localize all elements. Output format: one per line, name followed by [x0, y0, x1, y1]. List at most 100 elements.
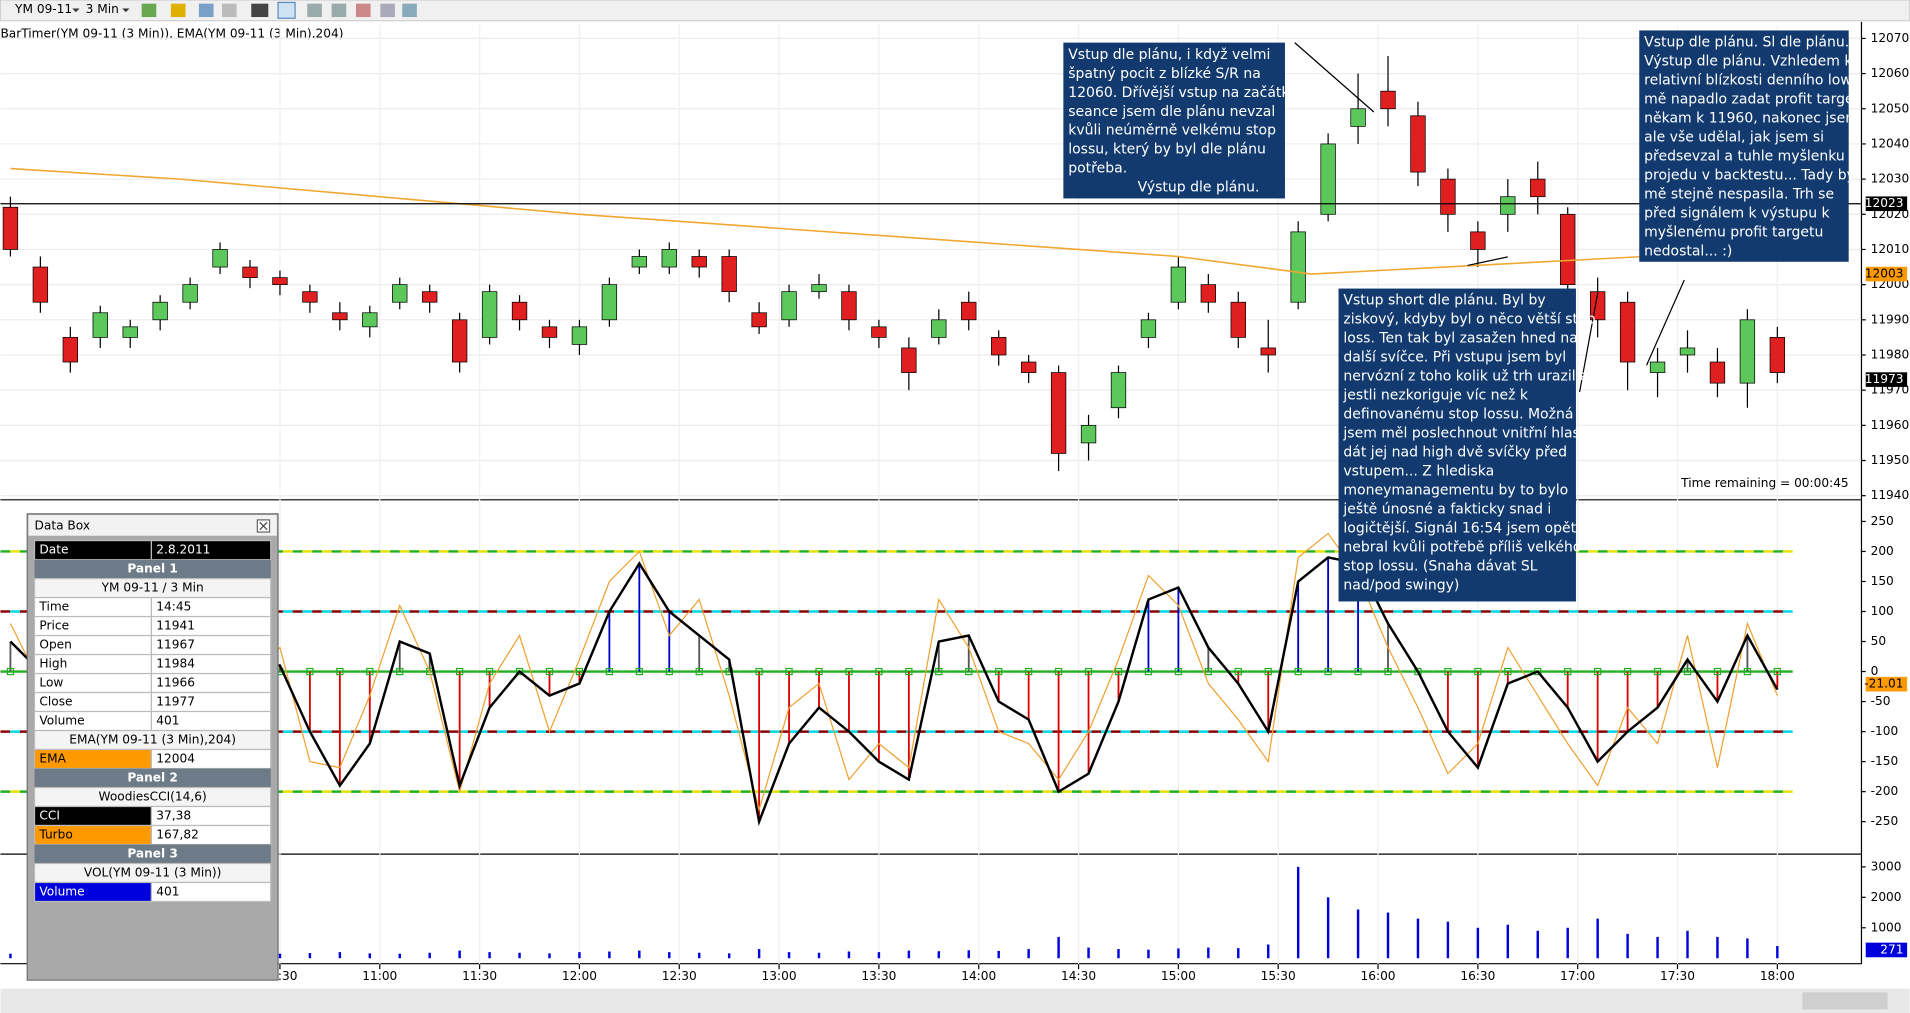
dropdown-arrow[interactable]: [72, 8, 80, 13]
candle-body: [541, 326, 558, 338]
zero-line-square: [1174, 667, 1183, 676]
annotation-text: projedu v backtestu... Tady by: [1644, 168, 1855, 184]
candle-body: [302, 291, 318, 303]
candle-body: [931, 319, 947, 338]
interval-selector[interactable]: 3 Min: [86, 2, 119, 16]
x-tick-label: 17:00: [1560, 969, 1595, 983]
annotation-text: ještě únosné a fakticky snad i: [1342, 502, 1551, 518]
annotation-text: Vstup dle plánu, i když velmi: [1068, 47, 1270, 63]
candle-body: [481, 291, 498, 338]
y-tick-label: 200: [1871, 544, 1894, 558]
candle-body: [32, 266, 49, 303]
scrollbar[interactable]: [0, 988, 1910, 1013]
zero-line-square: [1683, 667, 1692, 676]
data-box[interactable]: Data Box Date 2.8.2011 Panel 1 YM 09-11 / 3 …: [26, 513, 279, 981]
candle-body: [601, 284, 618, 321]
y-tick-label: -50: [1871, 694, 1891, 708]
bar-style-button[interactable]: [141, 3, 157, 18]
candle-body: [1320, 143, 1336, 215]
candle-body: [1140, 319, 1157, 338]
data-box-label: Open: [39, 638, 71, 652]
data-box-titlebar: [28, 515, 277, 536]
instrument-selector[interactable]: YM 09-11: [14, 2, 72, 16]
y-tick-label: -150: [1871, 754, 1899, 768]
data-box-header-label: WoodiesCCI(14,6): [99, 790, 207, 804]
volume-bar: [698, 952, 701, 959]
data-box-value-cell: [150, 881, 272, 903]
zero-line-square: [1054, 667, 1063, 676]
tool-button[interactable]: [198, 3, 214, 18]
data-box-header-label: VOL(YM 09-11 (3 Min)): [84, 865, 222, 879]
candle-body: [1709, 361, 1726, 384]
candle-body: [1679, 347, 1696, 356]
candle-body: [1619, 301, 1636, 363]
axis-marker-label: -21.01: [1864, 677, 1903, 691]
zero-line-square: [905, 667, 913, 676]
candle-body: [991, 337, 1007, 356]
candle-body: [1230, 301, 1246, 338]
candle-body: [422, 291, 438, 303]
crosshair-button[interactable]: [251, 3, 269, 18]
volume-bar: [488, 952, 491, 959]
volume-bar: [398, 953, 401, 959]
axis-marker-label: 12003: [1865, 267, 1904, 281]
volume-bar: [278, 953, 282, 959]
x-tick-label: 18:00: [1760, 969, 1795, 983]
y-tick-label: 0: [1871, 664, 1879, 678]
draw-tool-button[interactable]: [170, 3, 186, 18]
y-tick-label: -100: [1871, 724, 1899, 738]
axis-marker: [1865, 196, 1908, 212]
volume-bar: [1177, 948, 1180, 959]
tool-button[interactable]: [222, 3, 237, 18]
data-box-label: Price: [39, 619, 69, 633]
zero-line-square: [1264, 667, 1272, 676]
tool-button[interactable]: [307, 3, 322, 18]
zero-line-square: [635, 667, 643, 676]
data-box-value: 167,82: [156, 827, 199, 841]
data-box-value: 37,38: [156, 809, 191, 823]
annotation-text: logičtější. Signál 16:54 jsem opět: [1343, 521, 1576, 537]
candle-body: [571, 326, 588, 345]
candle-body: [511, 301, 528, 321]
volume-bar: [1386, 912, 1390, 959]
toolbar-icons: [141, 1, 417, 19]
volume-bar: [1147, 949, 1150, 959]
annotation-text: Vstup short dle plánu. Byl by: [1343, 293, 1545, 309]
annotation-text: někam k 11960, nakonec jsem: [1644, 111, 1859, 127]
volume-bar: [668, 952, 671, 959]
zero-line-square: [455, 667, 464, 676]
zero-line-square: [815, 667, 823, 676]
annotation-text: jsem měl poslechnout vnitřní hlas a: [1342, 426, 1592, 442]
candle-body: [1260, 347, 1276, 356]
annotation-text: 12060. Dřívější vstup na začátku: [1068, 85, 1298, 101]
y-tick-label: 11960: [1871, 418, 1910, 432]
data-box-title: Data Box: [35, 518, 91, 532]
data-box-label: Turbo: [38, 827, 72, 841]
data-box-label: EMA: [39, 752, 66, 766]
candle-body: [1200, 284, 1217, 303]
data-box-section: [34, 844, 271, 864]
candle-body: [841, 291, 857, 321]
annotation-text: nedostal... :): [1644, 244, 1732, 260]
scroll-thumb[interactable]: [1802, 992, 1888, 1010]
candle-body: [1530, 178, 1546, 198]
dropdown-arrow[interactable]: [122, 8, 130, 13]
zoom-button[interactable]: [277, 1, 296, 19]
volume-bar: [1476, 927, 1480, 959]
x-tick-label: 15:00: [1161, 969, 1196, 983]
tool-button[interactable]: [331, 3, 347, 18]
x-tick-label: 12:00: [562, 969, 597, 983]
x-tick-label: 16:30: [1460, 969, 1495, 983]
candle-body: [871, 326, 887, 338]
tool-button[interactable]: [402, 3, 417, 18]
annotation-text: relativní blízkosti denního low: [1644, 73, 1852, 89]
zero-line-square: [1743, 667, 1752, 676]
candle-body: [212, 249, 228, 268]
volume-bar: [548, 953, 551, 959]
annotation-box: [1639, 30, 1849, 262]
zero-line-square: [935, 667, 943, 676]
zero-line-square: [1084, 667, 1093, 676]
volume-bar: [727, 953, 731, 959]
tool-button[interactable]: [355, 3, 371, 18]
tool-button[interactable]: [380, 3, 395, 18]
